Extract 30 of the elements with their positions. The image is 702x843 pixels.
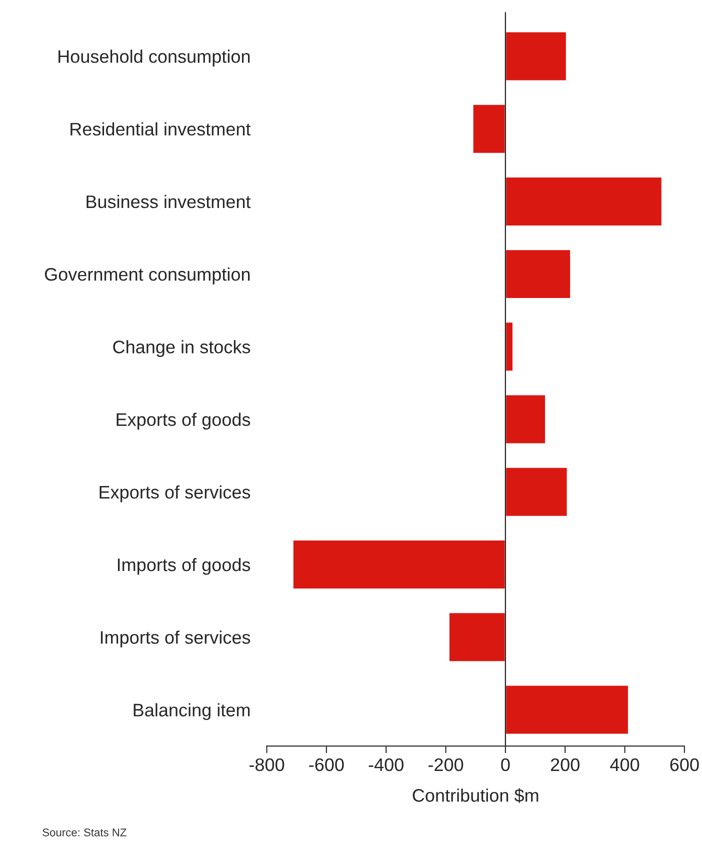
bar xyxy=(504,466,568,518)
bar xyxy=(504,394,546,445)
x-tick-label: -600 xyxy=(309,758,344,772)
x-axis-title: Contribution $m xyxy=(412,788,538,803)
y-tick-label: Household consumption xyxy=(58,50,250,67)
bar xyxy=(292,539,506,590)
y-tick-label: Imports of services xyxy=(100,630,250,648)
x-tick-label: 0 xyxy=(501,758,510,772)
x-tick-label: -400 xyxy=(368,758,404,772)
x-tick-label: 400 xyxy=(610,758,640,772)
y-tick-label: Balancing item xyxy=(134,703,250,720)
y-tick-label: Exports of services xyxy=(100,485,250,502)
x-tick-label: 600 xyxy=(670,758,699,772)
x-tick-label: 200 xyxy=(550,758,580,772)
x-tick-label: -200 xyxy=(428,758,464,772)
x-tick-label: -800 xyxy=(249,758,284,772)
bar xyxy=(504,176,663,227)
bar xyxy=(504,684,630,736)
bar xyxy=(504,321,514,372)
y-tick-label: Government consumption xyxy=(44,268,250,284)
source-note: Source: Stats NZ xyxy=(42,828,126,836)
y-tick-label: Exports of goods xyxy=(116,412,250,430)
y-tick-label: Imports of goods xyxy=(118,558,250,575)
y-tick-label: Business investment xyxy=(86,194,251,208)
bar xyxy=(504,248,572,300)
bar xyxy=(472,103,506,154)
y-tick-label: Residential investment xyxy=(70,122,251,136)
bar xyxy=(448,612,506,663)
y-tick-label: Change in stocks xyxy=(113,340,250,357)
bar xyxy=(504,30,568,82)
